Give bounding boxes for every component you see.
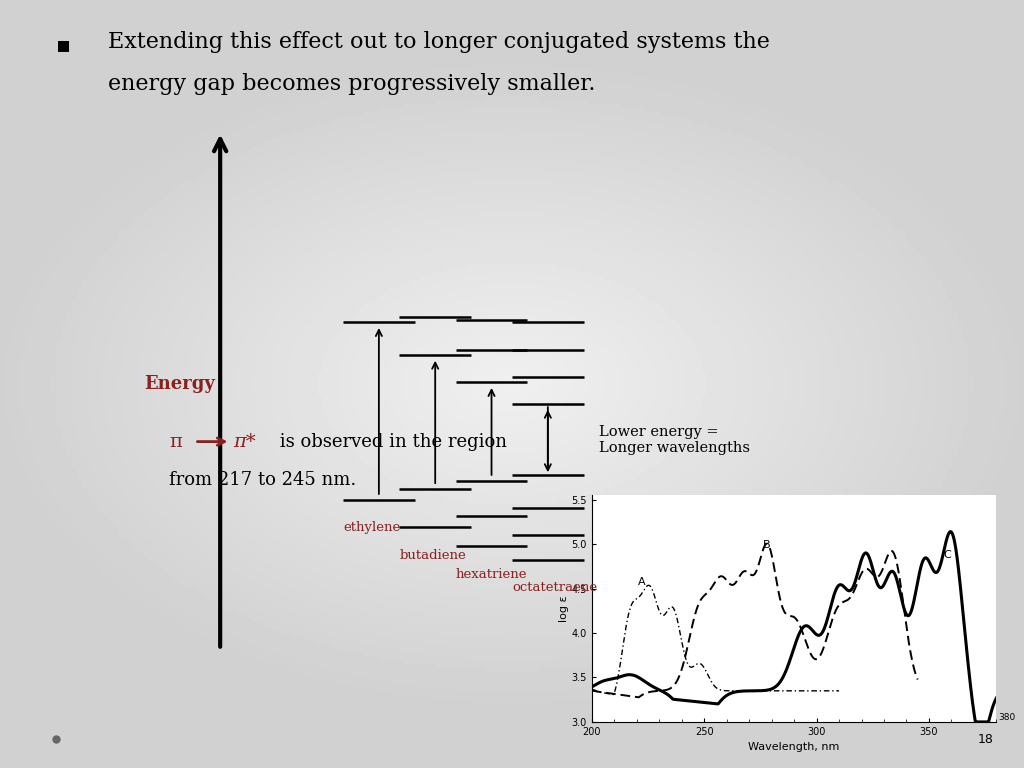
Text: B: B <box>763 541 771 551</box>
Text: A: A <box>638 577 645 587</box>
Text: from 217 to 245 nm.: from 217 to 245 nm. <box>169 471 356 489</box>
Text: hexatriene: hexatriene <box>456 568 527 581</box>
Text: Lower energy =
Longer wavelengths: Lower energy = Longer wavelengths <box>599 425 750 455</box>
Text: π: π <box>169 432 182 451</box>
Text: 380: 380 <box>998 713 1016 722</box>
Text: octatetraene: octatetraene <box>512 581 597 594</box>
Text: π*: π* <box>233 432 256 451</box>
Text: is observed in the region: is observed in the region <box>274 432 508 451</box>
Y-axis label: log ε: log ε <box>559 595 568 622</box>
Text: ethylene: ethylene <box>343 521 400 535</box>
Text: C: C <box>943 550 951 560</box>
Text: energy gap becomes progressively smaller.: energy gap becomes progressively smaller… <box>108 73 595 95</box>
Text: ▪: ▪ <box>56 35 72 55</box>
Text: 18: 18 <box>977 733 993 746</box>
X-axis label: Wavelength, nm: Wavelength, nm <box>749 743 840 753</box>
Text: butadiene: butadiene <box>399 548 466 561</box>
Text: Extending this effect out to longer conjugated systems the: Extending this effect out to longer conj… <box>108 31 769 53</box>
Text: Energy: Energy <box>143 375 215 393</box>
